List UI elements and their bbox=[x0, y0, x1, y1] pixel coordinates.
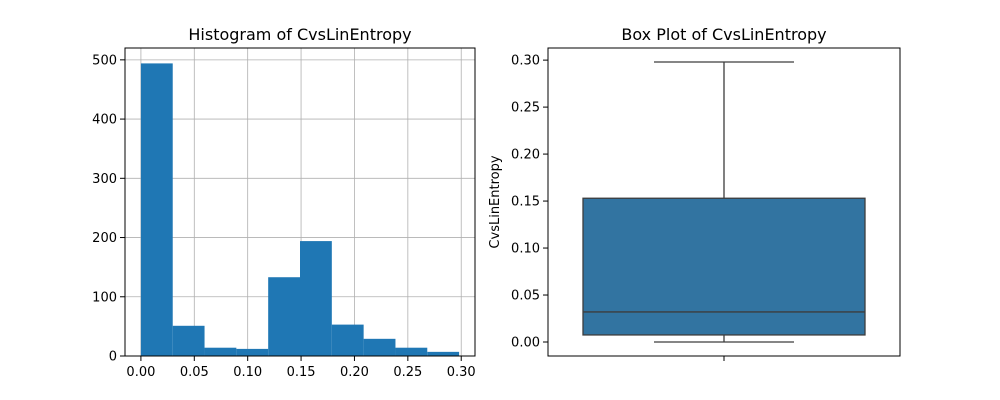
histogram-grid bbox=[125, 48, 475, 357]
histogram-title: Histogram of CvsLinEntropy bbox=[188, 25, 411, 44]
histogram-panel: Histogram of CvsLinEntropy 0.00 0.05 0.10 0… bbox=[92, 25, 476, 380]
histogram-x-tick-label: 0.00 bbox=[126, 365, 155, 380]
histogram-x-tick-label: 0.20 bbox=[340, 365, 369, 380]
histogram-bar bbox=[363, 338, 396, 356]
histogram-bar bbox=[140, 63, 173, 357]
boxplot-y-tick-label: 0.10 bbox=[511, 242, 540, 257]
histogram-bar bbox=[300, 241, 332, 356]
histogram-y-tick-label: 300 bbox=[92, 172, 117, 187]
histogram-bar bbox=[331, 324, 364, 356]
histogram-y-tick-label: 200 bbox=[92, 231, 117, 246]
histogram-bar bbox=[236, 348, 269, 356]
boxplot-y-tick-label: 0.15 bbox=[511, 195, 540, 210]
histogram-bar bbox=[204, 347, 237, 356]
boxplot-panel: Box Plot of CvsLinEntropy 0.000.050.100.… bbox=[488, 25, 901, 361]
histogram-bars bbox=[140, 63, 460, 357]
histogram-bar bbox=[268, 277, 300, 356]
histogram-x-tick-label: 0.25 bbox=[393, 365, 422, 380]
boxplot-y-tick-label: 0.00 bbox=[511, 336, 540, 351]
boxplot-y-ticks: 0.00 0.05 0.10 0.15 0.20 0.25 0.30 bbox=[511, 54, 548, 351]
histogram-x-tick-label: 0.05 bbox=[180, 365, 209, 380]
histogram-x-tick-label: 0.15 bbox=[287, 365, 316, 380]
boxplot-y-tick-label: 0.20 bbox=[511, 148, 540, 163]
histogram-y-tick-label: 0 bbox=[109, 350, 117, 365]
boxplot-shapes bbox=[582, 61, 866, 343]
boxplot-title: Box Plot of CvsLinEntropy bbox=[621, 25, 826, 44]
boxplot-y-tick-label: 0.25 bbox=[511, 101, 540, 116]
histogram-bar bbox=[395, 347, 428, 356]
boxplot-y-tick-label: 0.05 bbox=[511, 289, 540, 304]
boxplot-box bbox=[582, 197, 866, 336]
histogram-y-tick-label: 100 bbox=[92, 290, 117, 305]
histogram-axes-frame bbox=[124, 47, 476, 357]
histogram-x-tick-label: 0.30 bbox=[447, 365, 476, 380]
histogram-bar bbox=[427, 351, 460, 356]
histogram-y-tick-label: 500 bbox=[92, 53, 117, 68]
histogram-y-tick-label: 400 bbox=[92, 113, 117, 128]
boxplot-y-tick-label: 0.30 bbox=[511, 54, 540, 69]
histogram-x-ticks: 0.00 0.05 0.10 0.15 0.20 0.25 0.30 bbox=[126, 356, 476, 380]
histogram-bar bbox=[172, 325, 205, 356]
histogram-y-ticks: 0 100 200 300 400 500 bbox=[92, 53, 125, 365]
histogram-x-tick-label: 0.10 bbox=[233, 365, 262, 380]
boxplot-y-axis-label: CvsLinEntropy bbox=[488, 155, 503, 248]
